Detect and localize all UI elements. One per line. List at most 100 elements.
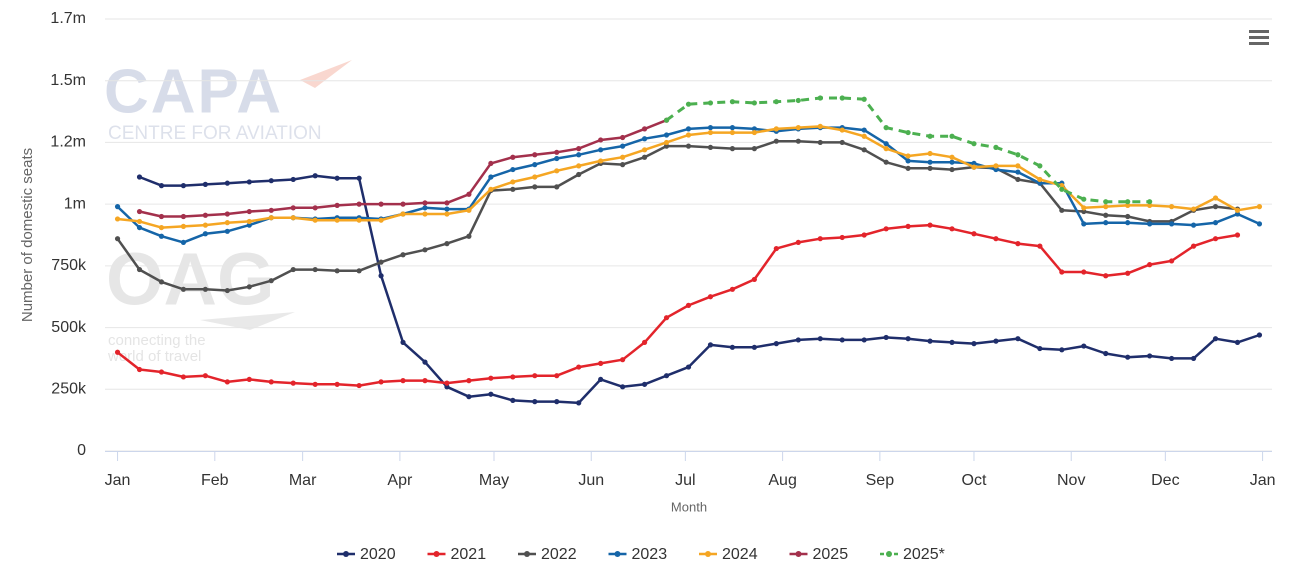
data-point	[1015, 163, 1021, 169]
data-point	[1190, 243, 1197, 249]
data-point	[795, 125, 801, 131]
data-point	[883, 146, 889, 152]
watermark-capa-sub: CENTRE FOR AVIATION	[108, 123, 322, 144]
menu-button[interactable]	[1242, 22, 1276, 52]
data-point	[400, 339, 406, 345]
data-point	[576, 163, 582, 169]
data-point	[773, 341, 779, 347]
data-point	[641, 136, 648, 142]
data-point	[751, 276, 757, 283]
data-point	[663, 132, 670, 138]
data-point	[510, 154, 516, 160]
data-point	[927, 165, 933, 171]
data-point	[773, 126, 779, 132]
data-point	[444, 211, 450, 217]
data-point	[444, 206, 450, 212]
data-point	[1037, 345, 1043, 352]
data-point	[861, 96, 867, 102]
data-point	[246, 284, 252, 290]
data-point	[685, 126, 692, 132]
data-point	[1125, 220, 1131, 226]
data-point	[685, 132, 692, 138]
x-tick-label: Oct	[962, 472, 987, 489]
data-point	[1081, 205, 1087, 211]
y-tick-label: 1.5m	[50, 72, 86, 89]
data-point	[641, 381, 648, 387]
data-point	[334, 268, 340, 274]
data-point	[510, 397, 516, 403]
data-point	[422, 247, 428, 253]
data-point	[1212, 204, 1219, 210]
data-point	[356, 175, 362, 181]
data-point	[1212, 220, 1219, 226]
data-point	[466, 378, 472, 384]
series-line	[116, 223, 1238, 387]
data-point	[663, 373, 670, 379]
data-point	[1212, 236, 1219, 242]
data-point	[729, 125, 736, 131]
data-point	[729, 146, 736, 152]
data-point	[993, 338, 999, 344]
data-point	[510, 179, 516, 185]
data-point	[422, 200, 428, 206]
data-point	[773, 138, 779, 144]
data-point	[246, 218, 252, 225]
menu-bar[interactable]	[1249, 36, 1269, 39]
data-point	[663, 117, 670, 123]
data-point	[1169, 204, 1175, 210]
data-point	[246, 208, 252, 215]
data-point	[576, 171, 582, 178]
data-point	[312, 381, 318, 387]
data-point	[971, 141, 977, 147]
data-point	[817, 336, 823, 342]
data-point	[268, 379, 274, 385]
data-point	[532, 152, 538, 158]
data-point	[773, 245, 779, 252]
data-point	[202, 212, 208, 218]
watermark-oag-sub: connecting the	[108, 332, 206, 349]
watermark: CAPA CENTRE FOR AVIATION OAG connecting …	[104, 57, 352, 365]
data-point	[1147, 221, 1153, 227]
data-point	[488, 160, 494, 167]
data-point	[1256, 221, 1263, 227]
data-point	[949, 154, 955, 160]
x-tick-label: May	[479, 472, 509, 489]
data-point	[993, 163, 999, 169]
data-point	[510, 186, 516, 192]
data-point	[1059, 347, 1065, 353]
data-point	[1037, 243, 1043, 249]
data-point	[1147, 353, 1153, 359]
data-point	[1059, 207, 1065, 213]
menu-bar[interactable]	[1249, 30, 1269, 33]
data-point	[554, 155, 560, 162]
data-point	[905, 165, 911, 171]
data-point	[905, 336, 911, 342]
data-point	[1256, 332, 1263, 338]
data-point	[180, 286, 187, 292]
data-point	[400, 201, 406, 207]
data-point	[905, 223, 911, 229]
data-point	[114, 216, 121, 222]
data-point	[927, 133, 933, 139]
data-point	[1059, 186, 1065, 192]
y-tick-label: 500k	[51, 319, 87, 336]
data-point	[949, 226, 955, 232]
data-point	[114, 349, 121, 355]
x-tick-label: Jul	[675, 472, 695, 489]
data-point	[883, 226, 889, 232]
legend-marker	[705, 551, 711, 557]
legend-marker	[524, 551, 530, 557]
data-point	[224, 220, 230, 226]
data-point	[488, 391, 494, 397]
data-point	[1125, 213, 1131, 220]
series	[136, 117, 670, 220]
data-point	[180, 183, 187, 189]
data-point	[356, 201, 362, 207]
data-point	[202, 181, 208, 187]
menu-bar[interactable]	[1249, 42, 1269, 45]
data-point	[641, 154, 648, 160]
data-point	[1103, 199, 1109, 205]
data-point	[312, 205, 318, 211]
data-point	[136, 174, 143, 180]
data-point	[158, 224, 165, 231]
